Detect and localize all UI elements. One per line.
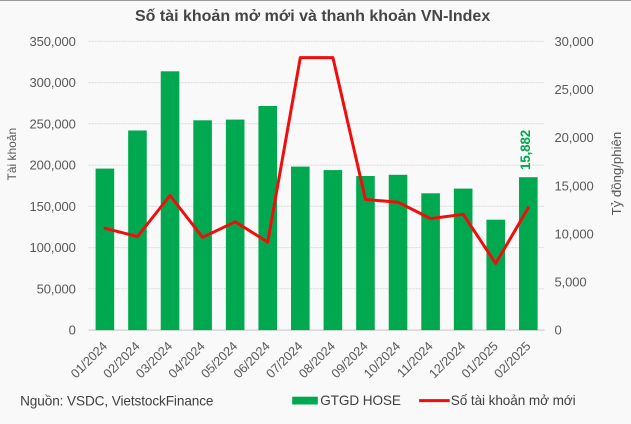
svg-text:15,000: 15,000	[555, 178, 594, 193]
svg-text:10,000: 10,000	[555, 226, 594, 241]
svg-text:Số tài khoản mở mới và thanh k: Số tài khoản mở mới và thanh khoản VN-In…	[135, 8, 490, 25]
svg-text:100,000: 100,000	[30, 240, 76, 255]
svg-text:250,000: 250,000	[30, 116, 76, 131]
svg-text:350,000: 350,000	[30, 34, 76, 49]
svg-text:0: 0	[555, 323, 562, 338]
svg-text:150,000: 150,000	[30, 199, 76, 214]
svg-text:30,000: 30,000	[555, 34, 594, 49]
svg-text:5,000: 5,000	[555, 275, 587, 290]
svg-text:50,000: 50,000	[37, 281, 76, 296]
svg-text:Số tài khoản mở mới: Số tài khoản mở mới	[451, 393, 576, 408]
svg-text:25,000: 25,000	[555, 82, 594, 97]
svg-text:0: 0	[69, 323, 76, 338]
svg-text:15,882: 15,882	[518, 130, 533, 170]
svg-text:200,000: 200,000	[30, 158, 76, 173]
svg-text:20,000: 20,000	[555, 130, 594, 145]
svg-text:GTGD HOSE: GTGD HOSE	[320, 393, 401, 408]
svg-text:Tài khoản: Tài khoản	[5, 128, 19, 181]
svg-text:Nguồn: VSDC, VietstockFinance: Nguồn: VSDC, VietstockFinance	[20, 394, 213, 409]
svg-text:300,000: 300,000	[30, 75, 76, 90]
svg-text:Tỷ đồng/phiên: Tỷ đồng/phiên	[609, 132, 624, 216]
